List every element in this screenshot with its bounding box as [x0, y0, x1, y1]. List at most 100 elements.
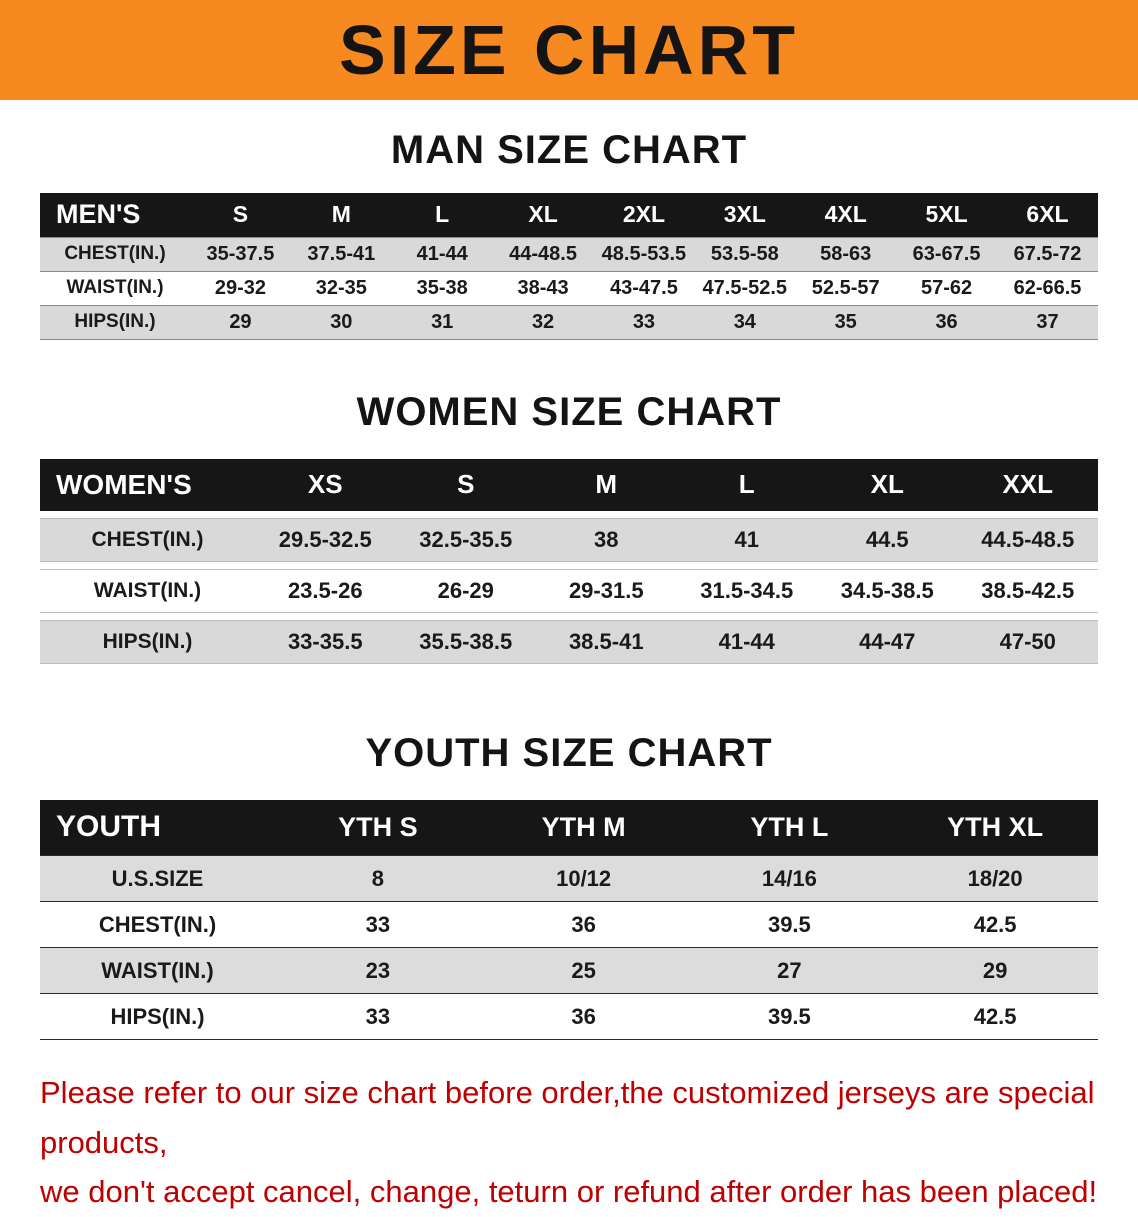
size-value: 41-44 — [676, 619, 817, 664]
youth-size-section: YOUTH SIZE CHART YOUTH YTH S YTH M YTH L YTH… — [0, 730, 1138, 1040]
size-column-header: XS — [255, 458, 396, 511]
man-size-section: MAN SIZE CHART MEN'S S M L XL 2XL 3XL 4XL 5XL 6XL… — [0, 128, 1138, 340]
size-value: 48.5-53.5 — [593, 236, 695, 272]
table-row: WAIST(IN.) 23 25 27 29 — [40, 947, 1098, 994]
size-value: 39.5 — [686, 901, 893, 948]
size-value: 8 — [275, 855, 481, 902]
table-row: WAIST(IN.) 23.5-26 26-29 29-31.5 31.5-34.5 34… — [40, 568, 1098, 613]
size-value: 29 — [892, 947, 1098, 994]
size-value: 38 — [536, 517, 677, 562]
table-row: CHEST(IN.) 35-37.5 37.5-41 41-44 44-48.5 48.5… — [40, 236, 1098, 272]
size-column-header: L — [391, 193, 493, 237]
size-value: 44.5-48.5 — [957, 517, 1098, 562]
women-size-section: WOMEN SIZE CHART WOMEN'S XS S M L XL XXL CHEST(… — [0, 390, 1138, 671]
size-value: 27 — [686, 947, 893, 994]
size-column-header: XL — [492, 193, 594, 237]
size-value: 36 — [896, 304, 997, 340]
table-row: U.S.SIZE 8 10/12 14/16 18/20 — [40, 855, 1098, 902]
size-value: 36 — [480, 901, 687, 948]
size-value: 53.5-58 — [694, 236, 796, 272]
size-value: 39.5 — [686, 993, 893, 1040]
size-column-header: 2XL — [593, 193, 695, 237]
size-value: 47.5-52.5 — [694, 270, 796, 306]
page-title: SIZE CHART — [339, 11, 799, 89]
size-column-header: 6XL — [997, 193, 1098, 237]
notice-line-1: Please refer to our size chart before or… — [40, 1075, 1095, 1160]
size-column-header: M — [536, 458, 677, 511]
size-value: 10/12 — [480, 855, 687, 902]
man-section-heading: MAN SIZE CHART — [390, 128, 748, 172]
size-column-header: M — [290, 193, 392, 237]
size-column-header: YTH M — [480, 799, 687, 856]
size-value: 30 — [290, 304, 392, 340]
size-value: 35.5-38.5 — [395, 619, 536, 664]
banner: SIZE CHART — [0, 0, 1138, 100]
size-value: 34.5-38.5 — [817, 568, 958, 613]
footer-notice: Please refer to our size chart before or… — [40, 1068, 1098, 1217]
size-value: 42.5 — [892, 993, 1098, 1040]
row-label: HIPS(IN.) — [40, 304, 190, 340]
size-column-header: L — [676, 458, 817, 511]
size-value: 37.5-41 — [290, 236, 392, 272]
size-value: 38-43 — [492, 270, 594, 306]
size-value: 44-47 — [817, 619, 958, 664]
size-value: 44-48.5 — [492, 236, 594, 272]
size-value: 23 — [275, 947, 481, 994]
women-section-heading: WOMEN SIZE CHART — [356, 389, 782, 434]
row-label: WAIST(IN.) — [40, 568, 255, 613]
row-label: U.S.SIZE — [40, 855, 275, 902]
size-value: 32 — [492, 304, 594, 340]
size-value: 37 — [997, 304, 1098, 340]
size-value: 33 — [275, 993, 481, 1040]
size-value: 34 — [694, 304, 796, 340]
size-column-header: YTH XL — [892, 799, 1098, 856]
row-label: CHEST(IN.) — [40, 901, 275, 948]
size-value: 44.5 — [817, 517, 958, 562]
row-label: WAIST(IN.) — [40, 270, 190, 306]
table-row: CHEST(IN.) 33 36 39.5 42.5 — [40, 901, 1098, 948]
table-corner-label: YOUTH — [40, 799, 275, 856]
size-value: 42.5 — [892, 901, 1098, 948]
table-corner-label: MEN'S — [40, 193, 190, 237]
youth-section-heading: YOUTH SIZE CHART — [365, 730, 773, 775]
size-value: 38.5-41 — [536, 619, 677, 664]
size-value: 35-38 — [391, 270, 493, 306]
table-header-row: WOMEN'S XS S M L XL XXL — [40, 458, 1098, 511]
women-size-table: WOMEN'S XS S M L XL XXL CHEST(IN.) 29.5-32.5 32.5… — [40, 452, 1098, 671]
size-value: 33-35.5 — [255, 619, 396, 664]
size-value: 35-37.5 — [190, 236, 291, 272]
men-size-table: MEN'S S M L XL 2XL 3XL 4XL 5XL 6XL CHEST(IN.) 35-37… — [40, 193, 1098, 340]
row-label: HIPS(IN.) — [40, 619, 255, 664]
size-value: 29 — [190, 304, 291, 340]
size-value: 33 — [593, 304, 695, 340]
size-value: 52.5-57 — [795, 270, 897, 306]
size-value: 43-47.5 — [593, 270, 695, 306]
size-value: 36 — [480, 993, 687, 1040]
size-value: 29-32 — [190, 270, 291, 306]
size-value: 57-62 — [896, 270, 997, 306]
table-row: WAIST(IN.) 29-32 32-35 35-38 38-43 43-47.5 47.… — [40, 270, 1098, 306]
size-column-header: YTH L — [686, 799, 893, 856]
size-value: 23.5-26 — [255, 568, 396, 613]
size-value: 41-44 — [391, 236, 493, 272]
table-row: HIPS(IN.) 33-35.5 35.5-38.5 38.5-41 41-44 44-… — [40, 619, 1098, 664]
size-column-header: XXL — [957, 458, 1098, 511]
notice-line-2: we don't accept cancel, change, teturn o… — [40, 1174, 1098, 1210]
table-corner-label: WOMEN'S — [40, 458, 255, 511]
table-header-row: YOUTH YTH S YTH M YTH L YTH XL — [40, 799, 1098, 856]
size-value: 41 — [676, 517, 817, 562]
row-label: CHEST(IN.) — [40, 236, 190, 272]
size-value: 38.5-42.5 — [957, 568, 1098, 613]
size-value: 67.5-72 — [997, 236, 1098, 272]
size-value: 47-50 — [957, 619, 1098, 664]
size-value: 63-67.5 — [896, 236, 997, 272]
size-value: 35 — [795, 304, 897, 340]
size-column-header: S — [395, 458, 536, 511]
size-value: 58-63 — [795, 236, 897, 272]
size-value: 29.5-32.5 — [255, 517, 396, 562]
row-label: WAIST(IN.) — [40, 947, 275, 994]
table-row: HIPS(IN.) 29 30 31 32 33 34 35 36 37 — [40, 304, 1098, 340]
size-value: 25 — [480, 947, 687, 994]
size-value: 31.5-34.5 — [676, 568, 817, 613]
